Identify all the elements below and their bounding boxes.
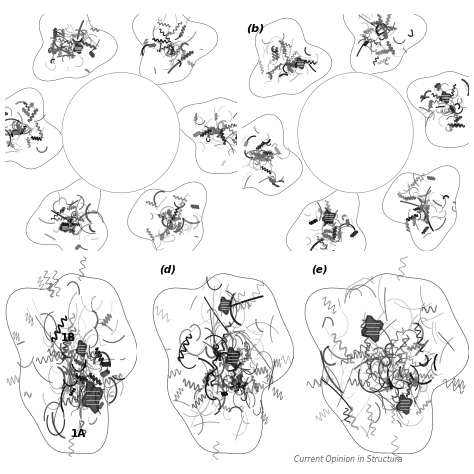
Polygon shape	[407, 72, 474, 147]
Polygon shape	[383, 165, 460, 251]
Polygon shape	[73, 44, 83, 54]
Text: (d): (d)	[159, 264, 176, 274]
Text: (e): (e)	[312, 264, 328, 274]
Polygon shape	[6, 273, 137, 454]
Polygon shape	[295, 58, 306, 69]
Polygon shape	[62, 73, 180, 193]
Polygon shape	[219, 297, 231, 314]
Polygon shape	[128, 182, 207, 267]
Polygon shape	[133, 7, 218, 85]
Polygon shape	[305, 273, 469, 454]
Polygon shape	[82, 382, 103, 413]
Polygon shape	[60, 223, 69, 232]
Polygon shape	[362, 316, 383, 342]
Polygon shape	[26, 177, 108, 263]
Polygon shape	[219, 114, 302, 195]
Polygon shape	[76, 341, 87, 357]
Polygon shape	[249, 18, 332, 97]
Polygon shape	[0, 88, 64, 169]
Polygon shape	[343, 0, 427, 74]
Polygon shape	[153, 273, 294, 454]
Polygon shape	[177, 98, 265, 173]
Polygon shape	[33, 2, 117, 81]
Text: (b): (b)	[246, 24, 264, 34]
Polygon shape	[226, 347, 240, 368]
Polygon shape	[286, 187, 366, 273]
Polygon shape	[236, 134, 242, 140]
Text: Current Opinion in Structura: Current Opinion in Structura	[294, 455, 402, 464]
Text: 1A: 1A	[71, 429, 86, 439]
Text: 1B: 1B	[61, 333, 76, 343]
Polygon shape	[298, 73, 413, 193]
Polygon shape	[440, 92, 451, 103]
Polygon shape	[397, 395, 412, 414]
Polygon shape	[323, 211, 335, 224]
